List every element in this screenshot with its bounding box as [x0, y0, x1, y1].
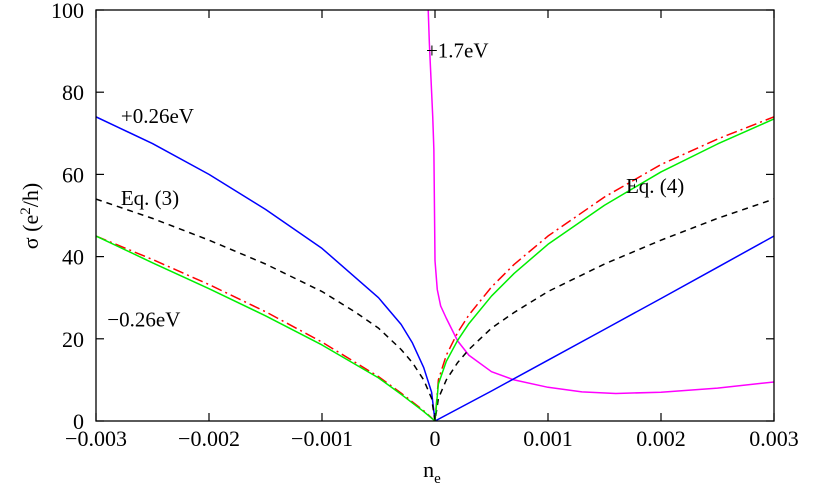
- x-tick-label: −0.003: [65, 426, 127, 451]
- x-axis-label-main: n: [423, 457, 434, 482]
- x-axis-label: ne: [423, 457, 441, 487]
- annotation-label: −0.26eV: [107, 307, 180, 331]
- series-line-5: [96, 118, 774, 421]
- x-tick-label: 0.003: [749, 426, 799, 451]
- y-axis-label-superscript: 2: [18, 207, 34, 215]
- series-line-3: [96, 198, 774, 421]
- x-tick-label: −0.002: [178, 426, 240, 451]
- y-tick-label: 100: [51, 0, 84, 23]
- x-tick-label: 0.001: [523, 426, 573, 451]
- series-line-4: [96, 116, 774, 421]
- series-line-2: [96, 116, 774, 421]
- x-tick-label: 0: [430, 426, 441, 451]
- x-axis-label-subscript: e: [434, 471, 441, 487]
- tick-labels-layer: −0.003 −0.002 −0.001 0 0.001 0.002 0.003 0 20 40 6…: [51, 0, 799, 451]
- x-tick-label: 0.002: [636, 426, 686, 451]
- annotation-label: Eq. (4): [626, 174, 684, 198]
- x-tick-label: −0.001: [291, 426, 353, 451]
- ticks-layer: [95, 9, 775, 422]
- annotation-label: +1.7eV: [426, 38, 489, 62]
- series-line-1: [427, 10, 774, 395]
- y-tick-label: 20: [62, 327, 84, 352]
- annotation-label: +0.26eV: [121, 104, 194, 128]
- y-axis-label-main: σ (e: [18, 215, 43, 249]
- y-axis-label: σ (e2/h): [18, 183, 43, 249]
- series-layer: [96, 10, 774, 421]
- y-tick-label: 40: [62, 245, 84, 270]
- y-axis-label-end: /h): [18, 183, 43, 207]
- y-tick-label: 60: [62, 162, 84, 187]
- y-tick-label: 80: [62, 80, 84, 105]
- annotations-layer: +1.7eV +0.26eV Eq. (3) Eq. (4) −0.26eV: [107, 38, 684, 331]
- y-tick-label: 0: [73, 409, 84, 434]
- annotation-label: Eq. (3): [121, 186, 179, 210]
